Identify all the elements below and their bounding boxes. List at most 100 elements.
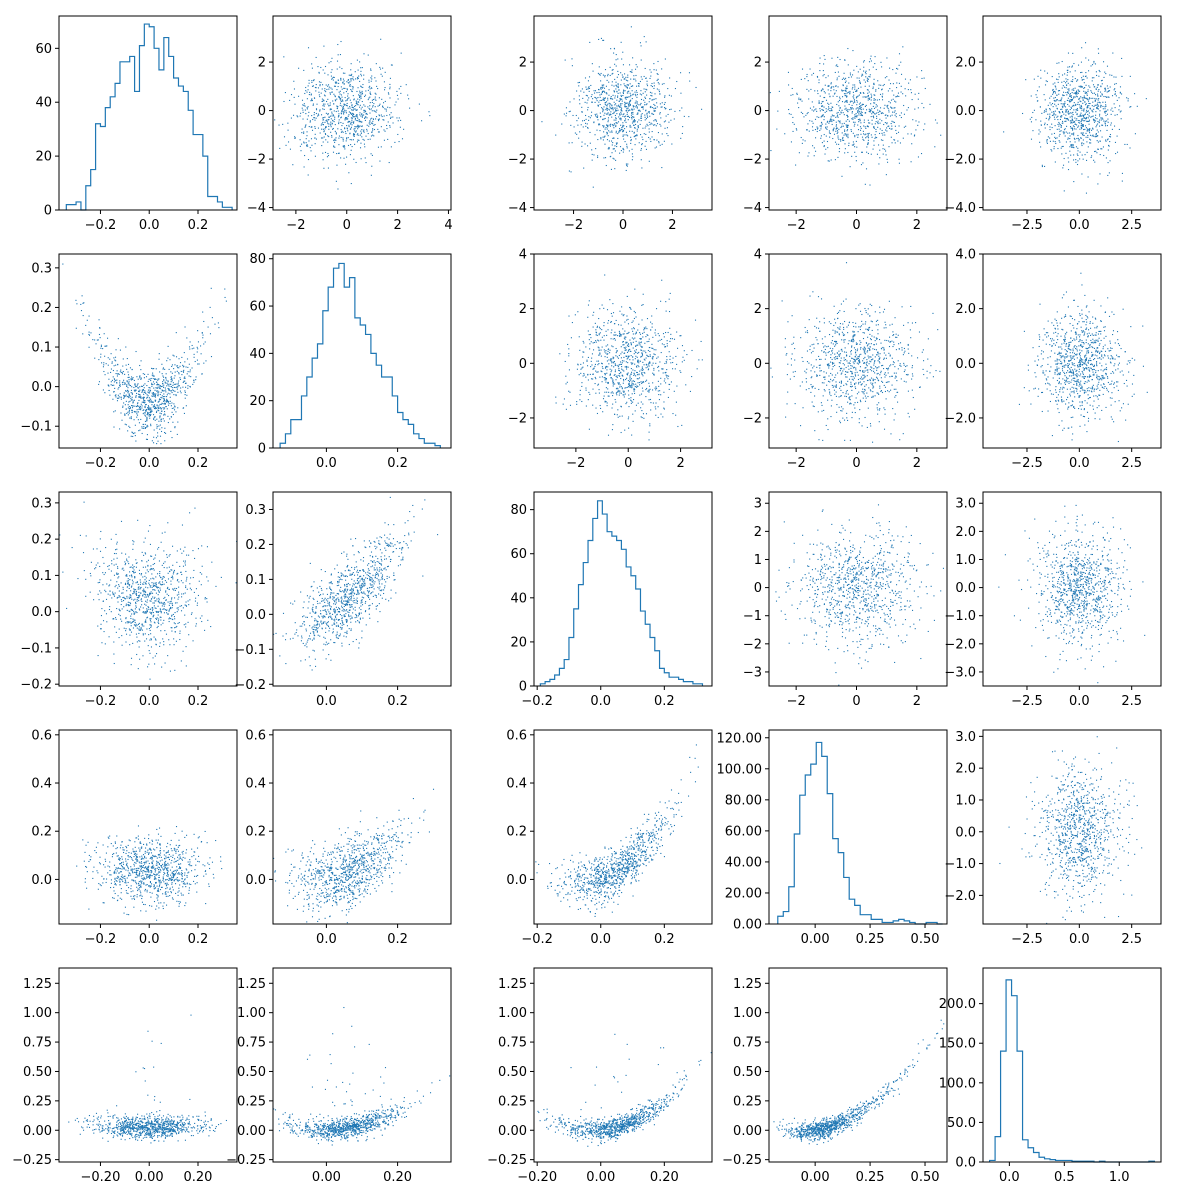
scatter-point	[601, 363, 603, 365]
scatter-point	[645, 140, 647, 142]
scatter-point	[660, 413, 662, 415]
scatter-point	[146, 420, 148, 422]
scatter-point	[806, 129, 808, 131]
scatter-point	[1107, 149, 1109, 151]
scatter-point	[647, 349, 649, 352]
scatter-point	[587, 373, 589, 375]
scatter-point	[154, 395, 156, 398]
scatter-point	[383, 102, 385, 104]
scatter-point	[1079, 122, 1081, 124]
scatter-point	[360, 130, 362, 132]
scatter-point	[648, 389, 650, 391]
scatter-point	[153, 417, 155, 419]
scatter-point	[1083, 97, 1085, 99]
scatter-point	[648, 160, 650, 162]
scatter-point	[910, 133, 912, 135]
scatter-point	[622, 328, 624, 330]
scatter-point	[156, 390, 158, 392]
scatter-point	[796, 93, 798, 95]
scatter-point	[346, 99, 348, 101]
scatter-point	[821, 115, 823, 117]
scatter-point	[1071, 105, 1073, 107]
scatter-point	[858, 111, 860, 113]
scatter-point	[279, 147, 281, 149]
scatter-point	[182, 370, 184, 372]
scatter-point	[618, 104, 620, 106]
scatter-point	[565, 112, 568, 114]
scatter-point	[88, 333, 90, 336]
scatter-point	[132, 402, 134, 404]
scatter-point	[1082, 132, 1084, 134]
scatter-point	[1092, 134, 1094, 136]
scatter-point	[1054, 161, 1056, 163]
scatter-point	[840, 139, 842, 141]
scatter-point	[360, 132, 362, 134]
scatter-point	[315, 138, 317, 140]
scatter-point	[619, 92, 621, 94]
scatter-point	[674, 368, 676, 370]
scatter-point	[917, 156, 920, 158]
scatter-point	[561, 123, 563, 125]
scatter-point	[150, 407, 152, 409]
scatter-point	[138, 408, 140, 410]
scatter-point	[655, 120, 658, 122]
scatter-point	[1056, 107, 1058, 109]
scatter-point	[630, 373, 632, 375]
scatter-point	[885, 154, 887, 156]
scatter-point	[323, 131, 325, 133]
scatter-point	[305, 138, 307, 140]
scatter-point	[340, 113, 342, 115]
scatter-point	[857, 118, 859, 121]
scatter-point	[1104, 88, 1106, 90]
scatter-point	[820, 89, 823, 91]
scatter-point	[568, 170, 570, 172]
scatter-point	[344, 111, 346, 113]
scatter-point	[655, 308, 658, 310]
scatter-point	[130, 379, 132, 381]
scatter-point	[1082, 134, 1084, 136]
scatter-point	[608, 109, 611, 111]
scatter-point	[614, 78, 616, 80]
scatter-point	[582, 97, 584, 99]
scatter-point	[82, 333, 84, 335]
scatter-point	[865, 133, 867, 135]
scatter-point	[155, 411, 158, 413]
scatter-point	[1049, 117, 1051, 119]
scatter-point	[691, 376, 693, 378]
scatter-point	[94, 357, 96, 359]
scatter-point	[127, 404, 129, 406]
scatter-point	[602, 411, 604, 413]
scatter-point	[141, 385, 143, 387]
scatter-point	[1091, 155, 1093, 157]
scatter-point	[1039, 106, 1041, 108]
scatter-point	[103, 364, 105, 366]
scatter-point	[349, 83, 351, 86]
scatter-point	[616, 76, 618, 78]
scatter-point	[302, 109, 304, 111]
scatter-point	[572, 114, 574, 117]
scatter-point	[606, 139, 609, 141]
scatter-point	[653, 124, 655, 126]
scatter-point	[870, 153, 872, 155]
scatter-point	[1063, 105, 1065, 107]
x-tick-label: 0	[852, 218, 860, 233]
scatter-point	[661, 83, 663, 85]
scatter-point	[1080, 122, 1083, 124]
scatter-point	[356, 141, 358, 143]
scatter-point	[350, 126, 353, 128]
scatter-point	[1064, 73, 1066, 75]
scatter-point	[157, 383, 159, 385]
scatter-point	[822, 88, 824, 90]
scatter-point	[184, 326, 186, 328]
scatter-point	[664, 346, 666, 348]
scatter-point	[164, 395, 166, 398]
scatter-point	[1049, 97, 1051, 99]
scatter-point	[622, 122, 624, 124]
scatter-point	[1077, 79, 1079, 81]
scatter-point	[636, 103, 638, 105]
scatter-point	[583, 91, 585, 93]
scatter-point	[150, 398, 152, 400]
scatter-point	[360, 108, 362, 110]
scatter-point	[113, 365, 115, 367]
scatter-point	[879, 107, 882, 109]
